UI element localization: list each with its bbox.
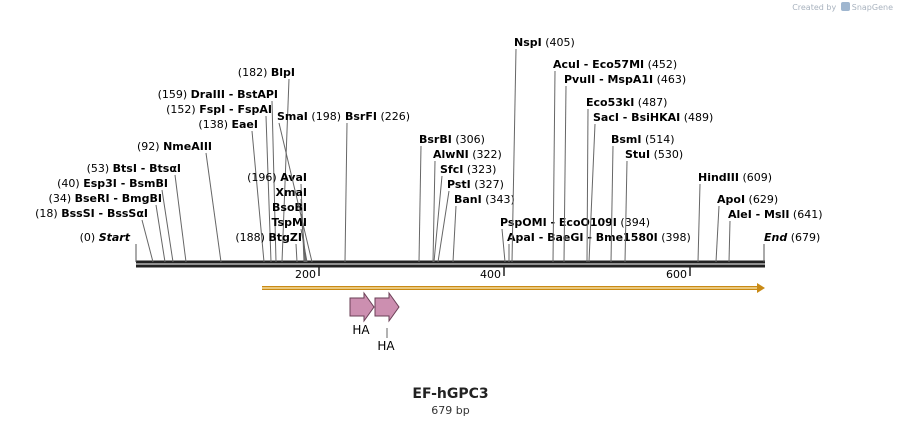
restriction-site-leader [295,243,298,263]
restriction-site-label[interactable]: (138) EaeI [198,118,258,131]
end-label: End (679) [764,231,820,244]
restriction-site-label[interactable]: (152) FspI - FspAI [166,103,272,116]
restriction-site-leader [552,70,556,263]
feature-arrow-icon [349,291,375,323]
restriction-site-leader [433,175,443,263]
restriction-site-label[interactable]: ApoI (629) [717,193,778,206]
restriction-site-label[interactable]: AleI - MslI (641) [728,208,823,221]
restriction-site-label[interactable]: PstI (327) [447,178,504,191]
restriction-site-leader [437,190,450,263]
restriction-site-label[interactable]: (159) DraIII - BstAPI [158,88,278,101]
restriction-site-leader [624,160,628,263]
restriction-site-label[interactable]: (53) BtsI - BtsαI [87,162,181,175]
restriction-site-label[interactable]: (34) BseRI - BmgBI [49,192,162,205]
feature-ha[interactable]: HA [374,291,400,353]
restriction-site-leader [432,160,436,263]
restriction-site-label[interactable]: PvuII - MspA1I (463) [564,73,686,86]
restriction-site-label[interactable]: AlwNI (322) [433,148,502,161]
ruler-tick-label: 200 [295,268,316,281]
restriction-site-label[interactable]: HindIII (609) [698,171,772,184]
restriction-site-leader [300,228,308,263]
restriction-site-label[interactable]: SmaI (198) [277,110,341,123]
restriction-site-label[interactable]: Eco53kI (487) [586,96,667,109]
restriction-site-leader [588,123,596,263]
restriction-site-leader [418,145,422,263]
restriction-site-label[interactable]: (18) BssSI - BssSαI [35,207,148,220]
restriction-site-leader [205,152,222,263]
restriction-site-leader [728,220,731,263]
restriction-site-leader [563,85,567,263]
ruler-tick-label: 400 [480,268,501,281]
restriction-site-leader [251,130,265,263]
restriction-site-leader [141,219,154,263]
restriction-site-label[interactable]: NspI (405) [514,36,575,49]
restriction-site-label[interactable]: SfcI (323) [440,163,496,176]
start-label: (0) Start [80,231,131,244]
restriction-site-leader [586,108,589,263]
restriction-site-leader [344,122,348,263]
restriction-site-label[interactable]: SacI - BsiHKAI (489) [593,111,713,124]
brand-name: SnapGene [851,3,893,12]
restriction-site-leader [452,205,457,263]
restriction-site-label[interactable]: PspOMI - EcoO109I (394) [500,216,650,229]
restriction-site-leader [174,174,187,263]
sequence-length: 679 bp [431,404,470,417]
restriction-site-label[interactable]: BanI (343) [454,193,515,206]
restriction-site-label[interactable]: BsoBI [272,201,307,214]
credit-text: Created by [792,3,837,12]
restriction-site-leader [697,183,701,263]
restriction-site-label[interactable]: StuI (530) [625,148,683,161]
feature-label: HA [377,339,395,353]
restriction-site-leader [715,205,720,263]
snapgene-logo-icon [840,2,850,11]
restriction-site-label[interactable]: AcuI - Eco57MI (452) [553,58,677,71]
restriction-site-leader [610,145,614,263]
restriction-site-label[interactable]: (196) AvaI [247,171,307,184]
restriction-site-leader [501,228,506,263]
restriction-site-leader [278,122,313,263]
sequence-name: EF-hGPC3 [412,386,489,402]
restriction-site-leader [271,100,277,263]
restriction-site-label[interactable]: BsmI (514) [611,133,675,146]
orf-arrowhead-icon [757,283,765,293]
restriction-site-label[interactable]: BsrFI (226) [345,110,410,123]
restriction-site-label[interactable]: (182) BlpI [238,66,295,79]
feature-label: HA [352,323,370,337]
restriction-site-leader [265,115,272,263]
restriction-site-leader [511,48,517,263]
restriction-site-label[interactable]: TspMI [271,216,307,229]
restriction-site-label[interactable]: (188) BtgZI [235,231,302,244]
restriction-site-label[interactable]: BsrBI (306) [419,133,485,146]
snapgene-credit: Created by SnapGene [792,2,893,12]
feature-arrow-icon [374,291,400,323]
restriction-site-leader [161,189,174,263]
restriction-site-label[interactable]: (92) NmeAIII [137,140,212,153]
ruler-tick-label: 600 [666,268,687,281]
restriction-site-leader [155,204,166,263]
restriction-site-label[interactable]: XmaI [276,186,307,199]
restriction-site-label[interactable]: (40) Esp3I - BsmBI [57,177,168,190]
restriction-site-label[interactable]: ApaI - BaeGI - Bme1580I (398) [507,231,691,244]
feature-ha[interactable]: HA [349,291,375,337]
restriction-site-leader [281,78,290,263]
